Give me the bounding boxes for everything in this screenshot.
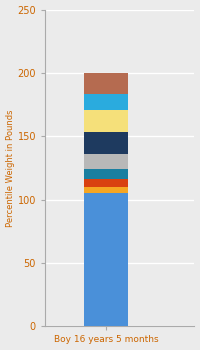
Bar (84, 154, 128, 169)
Bar (84, 193, 128, 327)
Bar (84, 133, 128, 154)
Bar (84, 94, 128, 110)
Y-axis label: Percentile Weight in Pounds: Percentile Weight in Pounds (6, 109, 15, 227)
Bar (84, 110, 128, 133)
Bar (84, 180, 128, 187)
Bar (84, 187, 128, 193)
Bar (84, 169, 128, 180)
Bar (84, 73, 128, 94)
